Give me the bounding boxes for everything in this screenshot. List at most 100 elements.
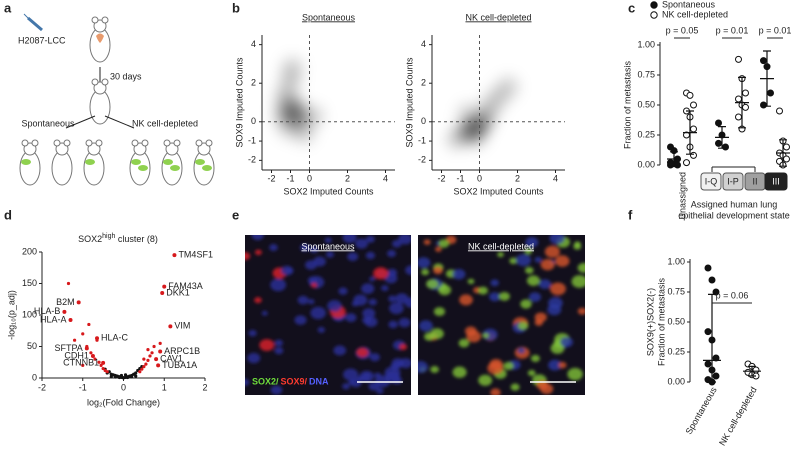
cell: [355, 238, 368, 249]
p-value: p = 0.06: [716, 290, 749, 300]
cell: [421, 268, 430, 276]
cell: [524, 266, 534, 274]
cell: [388, 320, 398, 329]
cell: [254, 249, 262, 256]
cell: [405, 265, 411, 276]
micrograph: [245, 235, 411, 395]
cell: [384, 273, 398, 284]
cell: [356, 375, 365, 382]
image-title: Spontaneous: [301, 241, 355, 251]
data-point: [66, 281, 71, 286]
cell: [362, 308, 376, 319]
x-tick-label: 1: [162, 382, 167, 392]
cell: [310, 306, 326, 320]
mouse-ear: [53, 139, 61, 147]
data-point: [704, 264, 712, 272]
cell: [364, 316, 378, 327]
mouse-ear: [91, 78, 99, 86]
legend-label: NK cell-depleted: [662, 9, 728, 19]
y-tick-label: 0.75: [667, 286, 685, 296]
cell: [509, 257, 518, 265]
cell: [478, 374, 493, 386]
cell: [324, 237, 332, 244]
cell: [261, 310, 268, 316]
group-caption: epithelial development state: [678, 210, 790, 220]
cell: [517, 347, 526, 354]
data-point: [722, 143, 729, 151]
cell: [527, 369, 536, 377]
error-bar: [703, 293, 721, 383]
mouse-head: [23, 142, 37, 156]
group-caption: Assigned human lung: [691, 199, 778, 209]
legend-label: Spontaneous: [662, 0, 716, 9]
plot-title: NK cell-depleted: [465, 12, 531, 22]
mouse-head: [55, 142, 69, 156]
mouse: [51, 139, 73, 186]
density: [271, 56, 325, 145]
gene-label: CDH1: [64, 350, 89, 360]
data-point: [87, 322, 91, 327]
cell: [274, 339, 283, 347]
y-tick-label: 1.00: [637, 39, 655, 49]
x-tick-label: 2: [345, 173, 350, 183]
data-point: [683, 159, 690, 167]
cell: [458, 338, 470, 348]
state-label: II: [752, 176, 757, 186]
tumor: [21, 159, 31, 165]
panel-label: d: [4, 207, 12, 222]
cell: [254, 297, 262, 304]
state-label: I-Q: [705, 176, 718, 186]
cell: [274, 347, 284, 355]
cell: [528, 292, 542, 302]
data-point: [123, 373, 128, 377]
tumor: [131, 159, 141, 165]
cell: [338, 287, 348, 295]
gene-label: TM4SF1: [178, 250, 213, 260]
data-point: [160, 290, 165, 295]
cell: [544, 245, 560, 258]
cell: [317, 326, 326, 333]
cell: [333, 345, 347, 356]
cell: [418, 257, 431, 269]
image-frame: [245, 235, 411, 395]
data-point: [715, 119, 722, 127]
plot-title: Spontaneous: [302, 12, 356, 22]
panel-label: a: [4, 0, 12, 15]
cell: [390, 362, 400, 371]
y-tick-label: 0.00: [667, 376, 685, 386]
cell: [452, 366, 467, 378]
cell: [356, 347, 369, 358]
data-point: [760, 101, 767, 109]
density: [445, 76, 519, 151]
cell: [247, 352, 261, 364]
data-point: [144, 362, 148, 366]
gene-label: HLA-C: [101, 333, 129, 343]
data-point: [130, 375, 134, 379]
mouse: [19, 139, 41, 186]
gene-label: DKK1: [166, 287, 190, 297]
y-tick-label: 100: [22, 309, 37, 319]
group-label: Spontaneous: [21, 118, 75, 128]
cell: [530, 354, 540, 363]
state-label: III: [772, 176, 780, 186]
data-point: [138, 370, 142, 374]
panel-label: c: [628, 0, 635, 15]
cell: [325, 251, 335, 258]
data-point: [742, 89, 749, 97]
data-point: [148, 354, 152, 358]
data-point: [712, 372, 720, 380]
mouse-ear: [101, 16, 109, 24]
cell: [345, 313, 357, 323]
data-point: [146, 348, 150, 352]
state-box: [700, 172, 722, 191]
cell: [347, 252, 359, 262]
mouse-ear: [95, 139, 103, 147]
mouse: [161, 139, 183, 186]
data-point: [735, 95, 742, 103]
cell: [342, 235, 357, 244]
mouse-head: [87, 142, 101, 156]
cell: [526, 275, 541, 286]
cell: [467, 278, 475, 285]
data-point: [81, 363, 85, 367]
